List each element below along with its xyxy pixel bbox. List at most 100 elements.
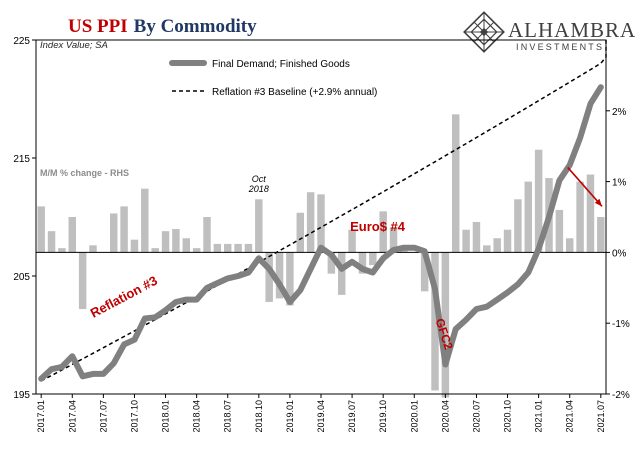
chart-title: US PPI By Commodity bbox=[68, 16, 257, 37]
left-tick-label-215: 215 bbox=[13, 154, 30, 165]
annotation-oct: Oct bbox=[252, 174, 267, 184]
bar-2018.12 bbox=[275, 252, 284, 299]
bar-2020.05 bbox=[451, 114, 460, 253]
bar-2017.05 bbox=[78, 252, 87, 310]
bar-2020.11 bbox=[514, 199, 522, 253]
bar-2018.10 bbox=[255, 199, 263, 253]
bar-2018.02 bbox=[172, 229, 180, 253]
bar-2018.08 bbox=[234, 243, 242, 253]
bar-2021.06 bbox=[586, 174, 595, 253]
bar-2019.04 bbox=[317, 194, 325, 253]
line-layer bbox=[38, 84, 604, 382]
right-tick-label-0: 0% bbox=[612, 248, 627, 259]
bar-2020.02 bbox=[420, 252, 429, 292]
x-tick-label-2019.07: 2019.07 bbox=[347, 400, 357, 433]
left-tick-label-205: 205 bbox=[13, 272, 30, 283]
bar-2021.01 bbox=[534, 149, 543, 253]
bar-2019.08 bbox=[358, 252, 367, 274]
bar-2019.02 bbox=[296, 212, 305, 253]
axes-layer: 195 205 215 225 -2% -1% 0% 1% 2% 2017.01 2017.04 20… bbox=[13, 36, 630, 433]
bar-2017.12 bbox=[151, 248, 159, 253]
x-tick-label-2018.10: 2018.10 bbox=[254, 400, 264, 433]
bar-2017.06 bbox=[89, 245, 97, 253]
alhambra-logo: ALHAMBRA INVESTMENTS bbox=[463, 11, 636, 53]
trend-arrow-head-icon bbox=[594, 198, 602, 207]
bar-2020.12 bbox=[524, 181, 533, 253]
bar-2020.03 bbox=[431, 252, 439, 391]
bar-2017.04 bbox=[68, 217, 77, 253]
annotation-euro4: Euro$ #4 bbox=[350, 219, 406, 234]
finished-goods-line bbox=[38, 84, 604, 382]
rhs-label: M/M % change - RHS bbox=[40, 168, 129, 178]
bar-2018.11 bbox=[265, 252, 273, 302]
bar-2020.10 bbox=[503, 229, 512, 253]
x-tick-label-2021.07: 2021.07 bbox=[596, 400, 606, 433]
bar-2019.07 bbox=[348, 229, 356, 253]
x-tick-label-2020.10: 2020.10 bbox=[503, 400, 513, 433]
x-tick-label-2020.01: 2020.01 bbox=[409, 400, 419, 433]
bar-2019.10 bbox=[379, 211, 387, 253]
title-dark: By Commodity bbox=[134, 16, 257, 37]
right-tick-label-1: 1% bbox=[612, 178, 627, 189]
bar-2019.01 bbox=[286, 252, 294, 306]
bar-2017.10 bbox=[130, 239, 139, 253]
x-tick-label-2018.07: 2018.07 bbox=[223, 400, 233, 433]
bar-2017.01 bbox=[37, 206, 45, 253]
x-tick-label-2017.04: 2017.04 bbox=[67, 400, 77, 433]
bar-2018.05 bbox=[203, 217, 211, 253]
x-tick-label-2017.07: 2017.07 bbox=[98, 400, 108, 433]
bar-2020.07 bbox=[472, 221, 481, 253]
bar-2017.08 bbox=[109, 213, 118, 253]
bar-2018.03 bbox=[182, 238, 191, 253]
title-red: US PPI bbox=[68, 16, 128, 37]
right-tick-label-2: 2% bbox=[612, 107, 627, 118]
bar-2020.09 bbox=[493, 238, 501, 253]
brand-name: ALHAMBRA bbox=[508, 18, 636, 42]
bar-2021.07 bbox=[597, 217, 605, 253]
bar-2019.06 bbox=[337, 252, 346, 295]
left-tick-label-195: 195 bbox=[13, 390, 30, 401]
bar-2020.04 bbox=[441, 252, 450, 398]
x-tick-label-2018.01: 2018.01 bbox=[161, 400, 171, 433]
bars-layer bbox=[37, 114, 605, 398]
right-tick-label--2: -2% bbox=[612, 390, 630, 401]
x-tick-label-2017.01: 2017.01 bbox=[36, 400, 46, 433]
bar-2018.09 bbox=[244, 243, 253, 253]
bar-2020.06 bbox=[462, 229, 470, 253]
bar-2017.11 bbox=[141, 188, 149, 253]
bar-2017.02 bbox=[47, 231, 56, 253]
brand-sub: INVESTMENTS bbox=[516, 42, 604, 52]
bar-2019.03 bbox=[306, 192, 315, 253]
legend-entry-finished-goods: Final Demand; Finished Goods bbox=[212, 59, 350, 70]
bar-2021.04 bbox=[565, 238, 574, 253]
x-tick-label-2021.01: 2021.01 bbox=[534, 400, 544, 433]
x-tick-label-2018.04: 2018.04 bbox=[192, 400, 202, 433]
legend: Final Demand; Finished Goods Reflation #… bbox=[169, 59, 377, 98]
left-tick-label-225: 225 bbox=[13, 36, 30, 47]
alhambra-lattice-icon bbox=[463, 11, 505, 53]
x-tick-label-2017.10: 2017.10 bbox=[129, 400, 139, 433]
bar-2017.09 bbox=[120, 206, 128, 253]
annotation-2018: 2018 bbox=[248, 184, 269, 194]
bar-2021.05 bbox=[576, 181, 584, 253]
trend-arrow-shaft bbox=[567, 166, 603, 207]
x-tick-label-2019.04: 2019.04 bbox=[316, 400, 326, 433]
x-tick-label-2020.07: 2020.07 bbox=[471, 400, 481, 433]
bar-2018.07 bbox=[223, 243, 232, 253]
bar-2018.04 bbox=[192, 248, 201, 253]
bar-2019.09 bbox=[369, 252, 377, 266]
bar-2018.06 bbox=[213, 243, 222, 253]
right-tick-label--1: -1% bbox=[612, 319, 630, 330]
x-tick-label-2019.01: 2019.01 bbox=[285, 400, 295, 433]
chart-subtitle: Index Value; SA bbox=[40, 40, 108, 51]
legend-entry-baseline: Reflation #3 Baseline (+2.9% annual) bbox=[212, 87, 377, 98]
bar-2021.03 bbox=[555, 209, 564, 253]
bar-2017.03 bbox=[58, 248, 66, 253]
annotation-reflation3: Reflation #3 bbox=[88, 273, 160, 321]
bar-2019.11 bbox=[389, 227, 398, 253]
x-tick-label-2020.04: 2020.04 bbox=[440, 400, 450, 433]
x-tick-label-2019.10: 2019.10 bbox=[378, 400, 388, 433]
x-tick-label-2021.04: 2021.04 bbox=[565, 400, 575, 433]
